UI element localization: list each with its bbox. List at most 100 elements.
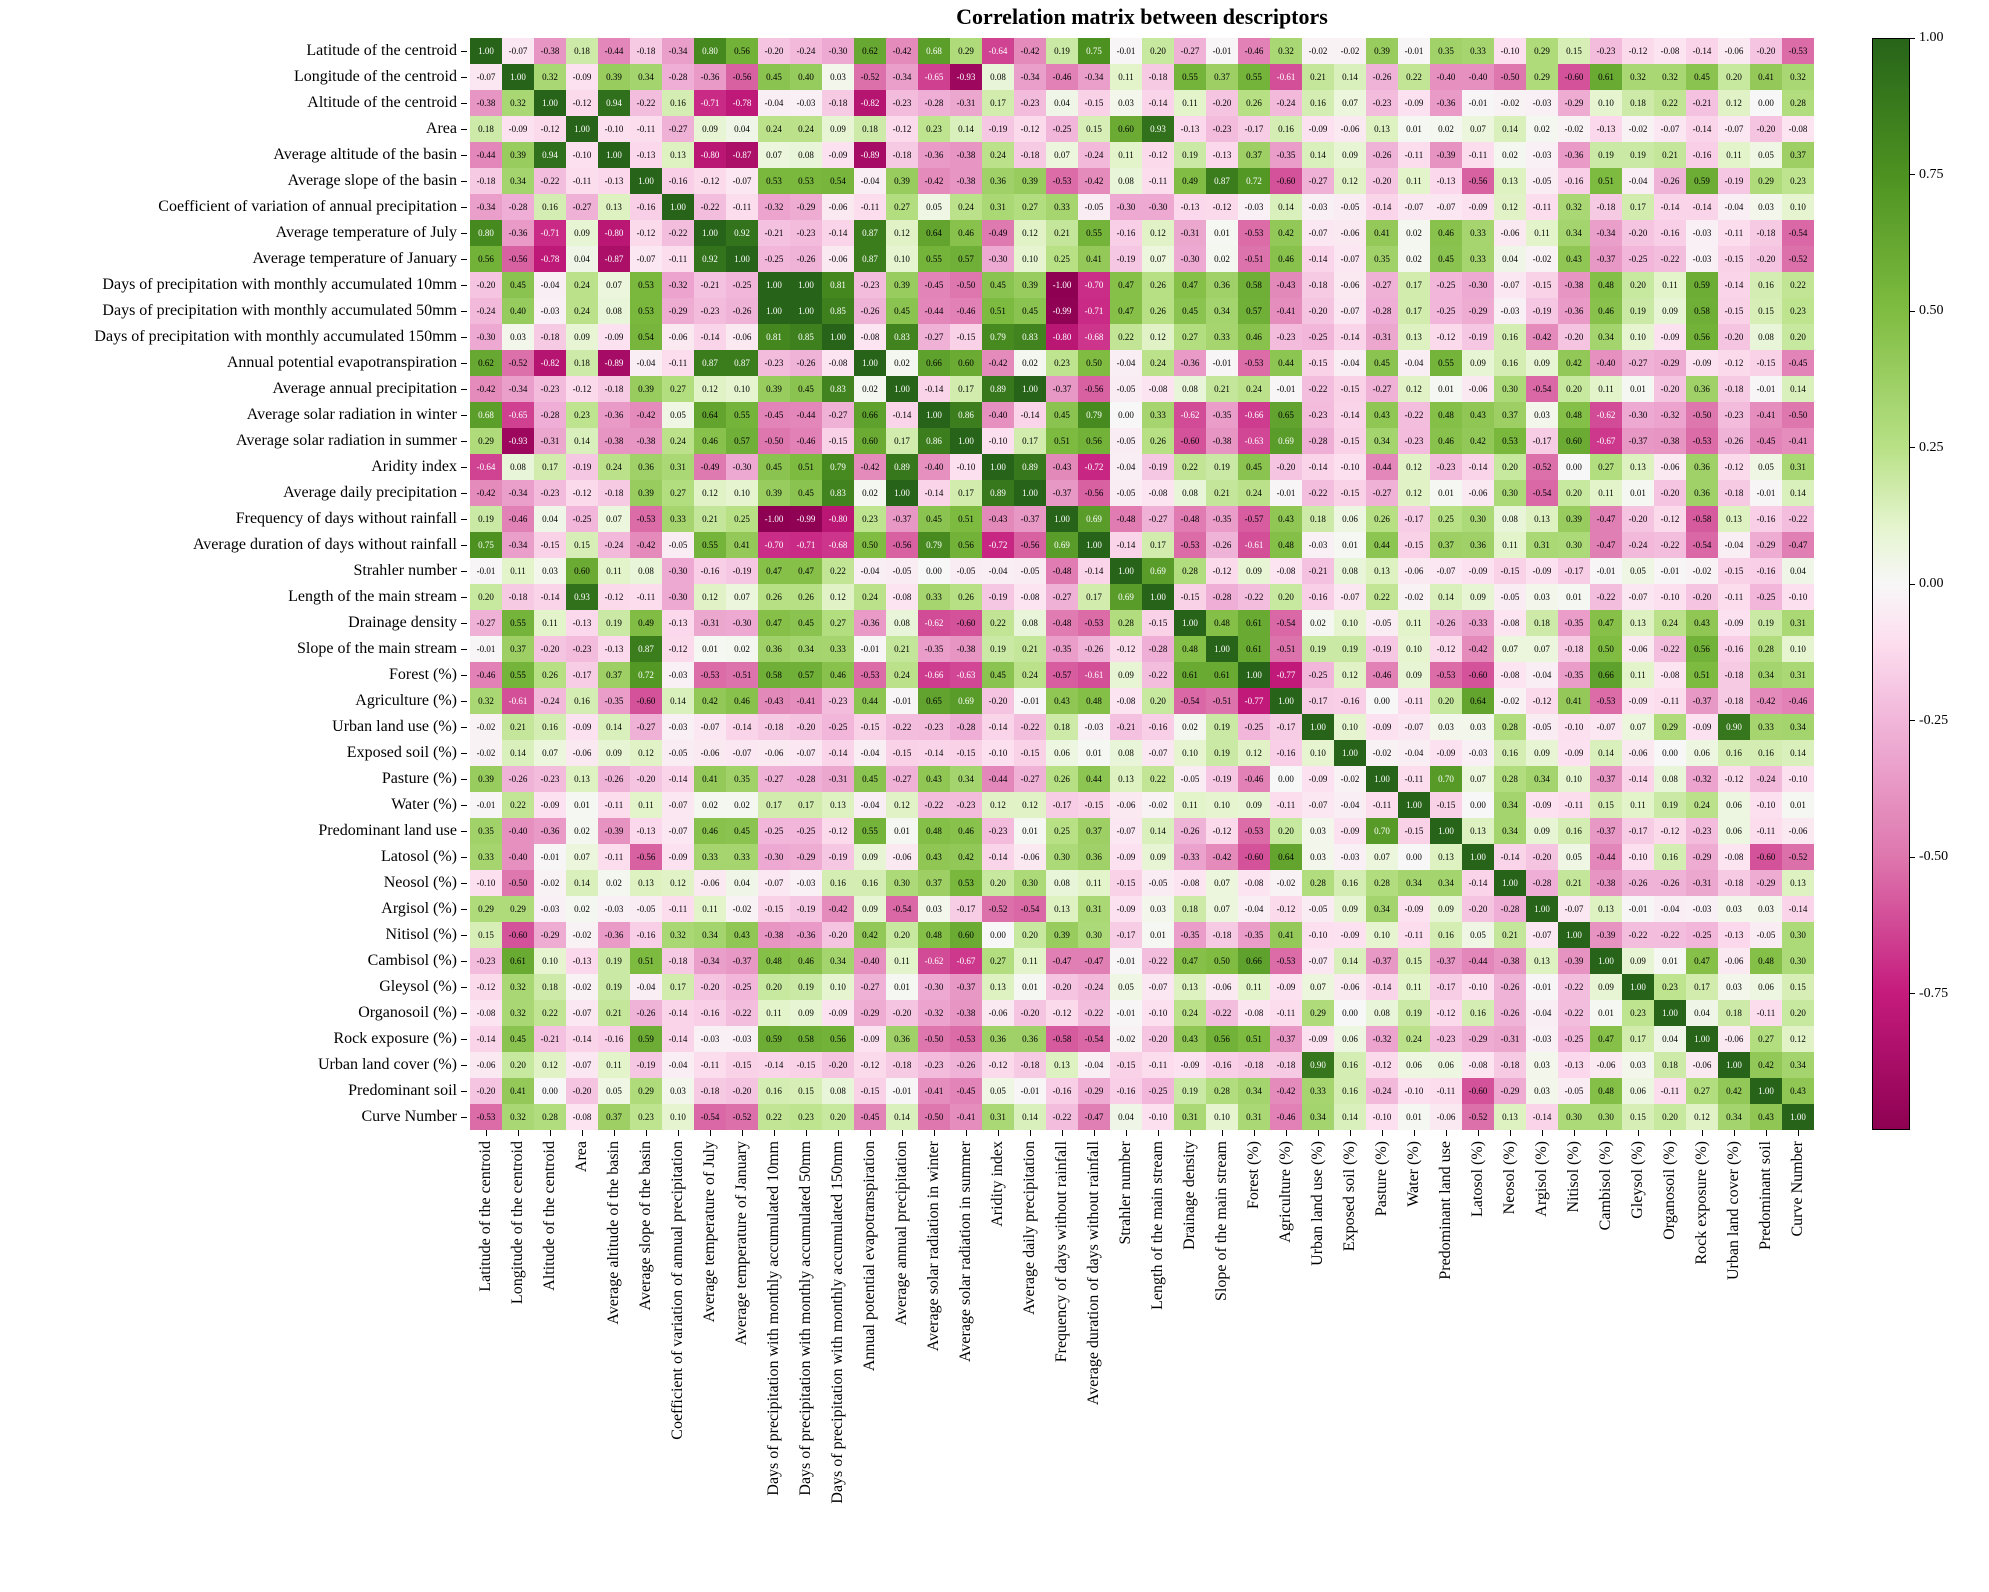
heatmap-cell: -0.27: [1014, 766, 1046, 792]
heatmap-cell: 0.17: [1142, 532, 1174, 558]
heatmap-cell: 0.66: [918, 350, 950, 376]
y-axis-label: Agriculture (%): [10, 688, 470, 714]
heatmap-cell: 0.34: [1750, 662, 1782, 688]
y-axis-label: Longitude of the centroid: [10, 64, 470, 90]
heatmap-cell: 0.09: [598, 740, 630, 766]
heatmap-cell: -0.16: [1110, 1078, 1142, 1104]
colorbar-tick-mark: [1910, 993, 1915, 994]
heatmap-cell: 0.60: [854, 428, 886, 454]
heatmap-cell: -0.29: [1558, 90, 1590, 116]
heatmap-cell: 0.19: [1174, 142, 1206, 168]
heatmap-cell: -0.53: [854, 662, 886, 688]
heatmap-cell: -0.82: [534, 350, 566, 376]
heatmap-cell: 0.20: [1622, 272, 1654, 298]
heatmap-cell: -0.45: [854, 1104, 886, 1130]
heatmap-cell: -0.04: [534, 272, 566, 298]
x-axis-label: Days of precipitation with monthly accum…: [822, 1130, 854, 1560]
heatmap-cell: -0.06: [662, 324, 694, 350]
heatmap-cell: -0.54: [886, 896, 918, 922]
heatmap-cell: -0.09: [502, 116, 534, 142]
heatmap-cell: 1.00: [598, 142, 630, 168]
heatmap-cell: 0.81: [758, 324, 790, 350]
heatmap-cell: 0.39: [886, 272, 918, 298]
heatmap-cell: 1.00: [1622, 974, 1654, 1000]
heatmap-cell: -0.23: [1302, 402, 1334, 428]
heatmap-cell: -0.60: [1750, 844, 1782, 870]
heatmap-cell: 0.24: [1142, 350, 1174, 376]
heatmap-cell: -0.25: [1558, 1026, 1590, 1052]
heatmap-cell: 0.10: [1206, 792, 1238, 818]
heatmap-cell: -0.31: [950, 90, 982, 116]
heatmap-cell: 0.13: [598, 194, 630, 220]
heatmap-cell: -0.49: [982, 220, 1014, 246]
heatmap-cell: -0.47: [1046, 948, 1078, 974]
heatmap-cell: -0.12: [1718, 766, 1750, 792]
heatmap-cell: -0.26: [1494, 974, 1526, 1000]
heatmap-cell: 0.16: [1494, 740, 1526, 766]
heatmap-cell: -0.27: [918, 324, 950, 350]
heatmap-cell: -0.18: [470, 168, 502, 194]
heatmap-cell: 0.42: [1750, 1052, 1782, 1078]
heatmap-cell: -0.16: [1750, 558, 1782, 584]
heatmap-cell: 0.23: [1046, 350, 1078, 376]
heatmap-cell: -0.82: [854, 90, 886, 116]
y-axis-label: Average temperature of July: [10, 220, 470, 246]
heatmap-cell: 0.68: [918, 38, 950, 64]
heatmap-cell: -0.24: [1366, 1078, 1398, 1104]
x-axis-label: Average temperature of July: [694, 1130, 726, 1560]
heatmap-cell: -0.03: [1686, 246, 1718, 272]
x-axis-label: Average solar radiation in winter: [918, 1130, 950, 1560]
heatmap-cell: 0.18: [534, 974, 566, 1000]
heatmap-cell: 0.53: [758, 168, 790, 194]
heatmap-cell: 0.49: [630, 610, 662, 636]
heatmap-cell: -0.30: [1110, 194, 1142, 220]
heatmap-cell: 0.35: [470, 818, 502, 844]
heatmap-cell: 0.29: [630, 1078, 662, 1104]
heatmap-cell: -0.11: [1366, 792, 1398, 818]
x-axis-label-text: Average slope of the basin: [637, 1141, 654, 1311]
heatmap-cell: -0.10: [1302, 922, 1334, 948]
y-axis-label: Gleysol (%): [10, 974, 470, 1000]
heatmap-cell: -0.14: [758, 1052, 790, 1078]
heatmap-cell: -0.54: [694, 1104, 726, 1130]
heatmap-cell: 0.32: [1654, 64, 1686, 90]
heatmap-cell: 0.02: [566, 896, 598, 922]
heatmap-cell: -0.19: [726, 558, 758, 584]
heatmap-cell: 0.31: [1782, 454, 1814, 480]
y-axis-label: Predominant land use: [10, 818, 470, 844]
heatmap-cell: -0.36: [694, 64, 726, 90]
heatmap-cell: 0.60: [1110, 116, 1142, 142]
heatmap-cell: -0.29: [1750, 532, 1782, 558]
heatmap-cell: 0.02: [1398, 246, 1430, 272]
heatmap-cell: 0.22: [1654, 90, 1686, 116]
heatmap-cell: -0.18: [502, 584, 534, 610]
heatmap-cell: -0.23: [758, 350, 790, 376]
heatmap-cell: 0.61: [1590, 64, 1622, 90]
heatmap-cell: 0.36: [1078, 844, 1110, 870]
heatmap-cell: -0.53: [1430, 662, 1462, 688]
heatmap-cell: 0.09: [1398, 662, 1430, 688]
heatmap-cell: -0.36: [854, 610, 886, 636]
heatmap-cell: 0.13: [662, 142, 694, 168]
x-axis-label-text: Agriculture (%): [1277, 1141, 1294, 1243]
heatmap-cell: 0.80: [470, 220, 502, 246]
heatmap-cell: 0.24: [854, 584, 886, 610]
heatmap-cell: 0.21: [1206, 480, 1238, 506]
heatmap-cell: -0.05: [1110, 480, 1142, 506]
heatmap-cell: 0.27: [1686, 1078, 1718, 1104]
heatmap-cell: -0.03: [1462, 740, 1494, 766]
x-axis-label-text: Nitisol (%): [1565, 1141, 1582, 1213]
heatmap-cell: -0.02: [1686, 558, 1718, 584]
heatmap-cell: 0.12: [694, 376, 726, 402]
heatmap-cell: -0.80: [1046, 324, 1078, 350]
colorbar-tick: -0.50: [1910, 849, 1948, 864]
heatmap-cell: -0.12: [1430, 636, 1462, 662]
heatmap-cell: 0.86: [950, 402, 982, 428]
heatmap-cell: -0.18: [1718, 376, 1750, 402]
heatmap-cell: 0.14: [502, 740, 534, 766]
y-axis-label: Slope of the main stream: [10, 636, 470, 662]
heatmap-cell: 0.48: [1430, 402, 1462, 428]
heatmap-cell: 0.51: [790, 454, 822, 480]
heatmap-cell: -0.20: [1046, 974, 1078, 1000]
heatmap-cell: -0.20: [1558, 324, 1590, 350]
